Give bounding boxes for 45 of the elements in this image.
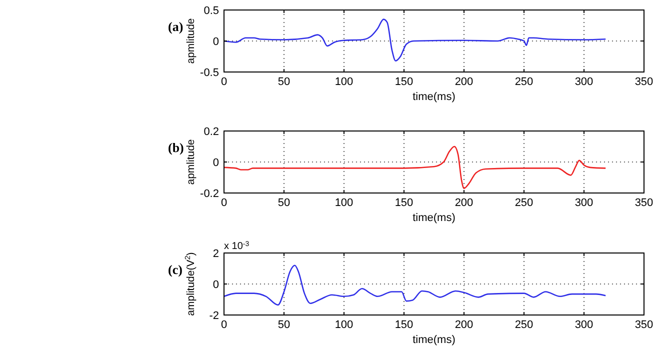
y-tick-label: 0.5 [204,5,219,17]
y-tick-label: 0 [212,279,219,291]
x-tick-label: 100 [334,197,354,209]
x-tick-label: 250 [514,197,534,209]
y-tick-label: 0.2 [204,126,219,138]
x-axis-title: time(ms) [412,334,456,346]
line-series [223,264,606,306]
x-tick-label: 350 [634,76,654,88]
x-tick-label: 0 [220,76,228,88]
y-tick-label: -2 [209,310,219,322]
y-tick-label: -0.2 [200,188,219,200]
y-tick-label: 0 [212,36,219,48]
y-axis-title: apmlitude [185,18,197,64]
x-tick-label: 100 [334,76,354,88]
x-tick-label: 350 [634,319,654,331]
x-tick-label: 200 [454,197,474,209]
line-series [223,146,606,189]
x-tick-label: 0 [220,319,228,331]
y-tick-label: -0.5 [200,67,219,79]
y-tick-label: 0 [212,157,219,169]
x-tick-label: 100 [334,319,354,331]
text: x 10$^{-3}$ [224,240,250,252]
x-tick-label: 200 [454,76,474,88]
x-tick-label: 50 [278,319,290,331]
x-tick-label: 300 [574,76,594,88]
x-tick-label: 0 [220,197,228,209]
x-tick-label: 50 [278,197,290,209]
y-axis-title: apmlitude [185,139,197,185]
x-tick-label: 250 [514,319,534,331]
text: (c) [168,262,182,277]
line-series [223,18,606,62]
x-tick-label: 200 [454,319,474,331]
x-tick-label: 250 [514,76,534,88]
text: (b) [168,140,184,155]
y-tick-label: 2 [212,248,219,260]
x-tick-label: 150 [394,319,414,331]
x-tick-label: 300 [574,319,594,331]
x-axis-title: time(ms) [412,212,456,224]
text: (a) [168,19,184,34]
x-tick-label: 350 [634,197,654,209]
x-axis-title: time(ms) [412,91,456,103]
x-tick-label: 150 [394,76,414,88]
x-tick-label: 50 [278,76,290,88]
x-tick-label: 300 [574,197,594,209]
x-tick-label: 150 [394,197,414,209]
